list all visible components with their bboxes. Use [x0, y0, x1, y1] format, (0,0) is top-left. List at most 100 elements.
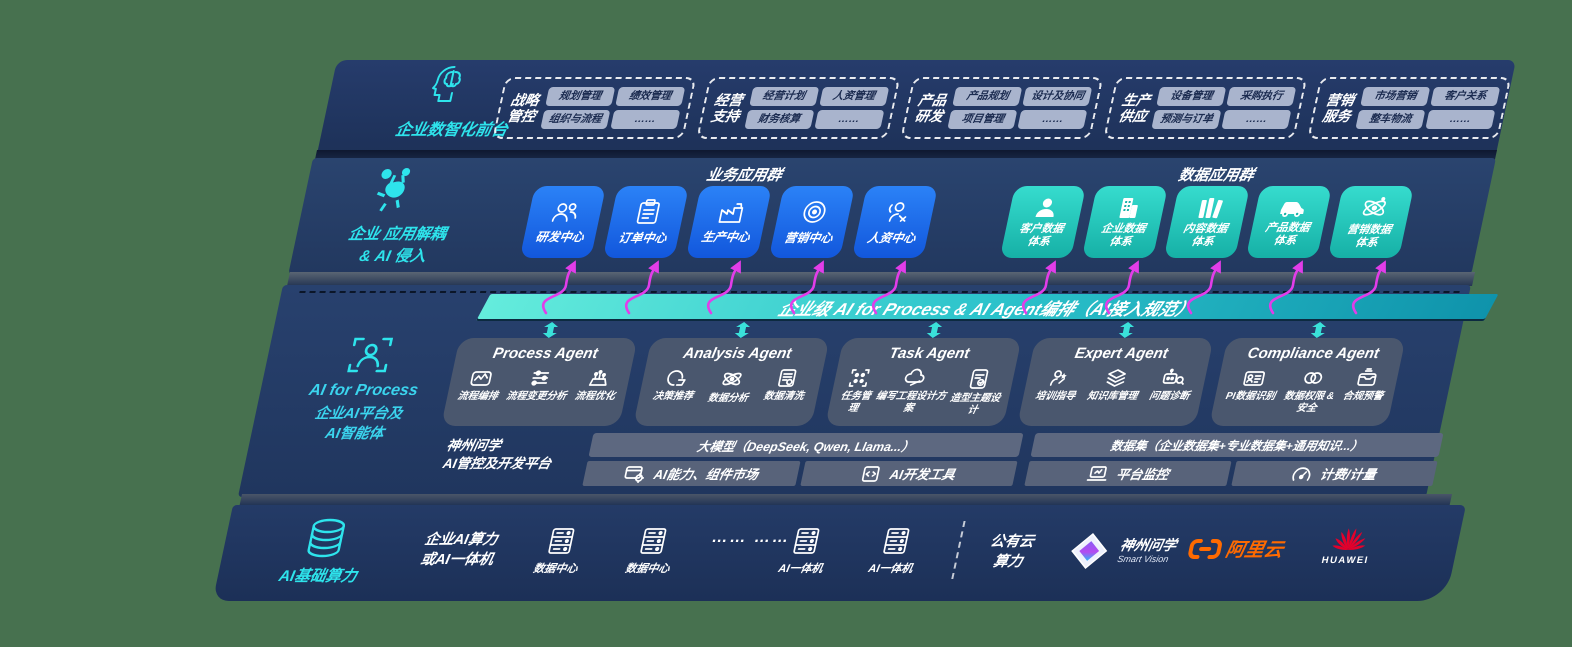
llm-bar: 大模型（DeepSeek, Qwen, Llama...）	[588, 433, 1024, 457]
task-grid-icon	[849, 369, 871, 387]
laptop-icon	[1086, 465, 1107, 481]
group-strategy: 战略 管控 规划管理 绩效管理 组织与流程 ……	[492, 77, 697, 139]
enterprise-compute-label: 企业AI算力 或AI一体机	[418, 532, 500, 568]
module-chip: 市场营销	[1360, 87, 1431, 106]
agent-process: Process Agent 流程编排 流程变更分析 流程优化	[441, 338, 638, 426]
module-chip: 产品规划	[952, 87, 1023, 106]
business-app-cards: 研发中心 订单中心 生产中心 营销中心	[519, 186, 939, 258]
group-label: 经营 支持	[709, 91, 745, 124]
card-label: 生产中心	[700, 229, 752, 244]
smartvision-diamond-icon	[1071, 532, 1108, 570]
card-enterprise-data: 企业数据 体系	[1081, 186, 1169, 258]
module-chip: 绩效管理	[615, 87, 685, 106]
group-label: 战略 管控	[505, 91, 541, 124]
double-arrow-icon	[734, 322, 751, 338]
module-chip: 组织与流程	[540, 110, 611, 129]
diagnosis-icon	[1162, 368, 1184, 385]
building-icon	[1118, 197, 1138, 218]
card-marketing-center: 营销中心	[768, 186, 856, 258]
application-band-label: 企业 应用解耦 & AI 侵入	[346, 226, 448, 265]
atom-icon	[722, 372, 742, 386]
module-chip: ……	[1017, 110, 1088, 129]
data-clean-icon	[778, 369, 797, 387]
ai-orchestration-title: 企业级 AI for Process & AI Agent编排（AI接入规范）	[775, 300, 1198, 319]
application-band: 企业 应用解耦 & AI 侵入 业务应用群 研发中心 订单中心 生	[288, 158, 1496, 274]
card-label: 产品数据 体系	[1264, 221, 1311, 247]
dataset-bar: 数据集（企业数据集+专业数据集+通用知识...）	[1030, 433, 1444, 457]
agent-title: Task Agent	[887, 345, 972, 362]
books-icon	[1197, 197, 1223, 219]
ai-dev-tools-cell: AI开发工具	[799, 461, 1018, 486]
divider-dashed	[951, 521, 966, 579]
decouple-molecule-icon	[362, 166, 422, 223]
group-marketing-service: 营销 服务 市场营销 客户关系 整车物流 ……	[1307, 77, 1512, 139]
scan-person-icon	[342, 333, 396, 382]
module-chip: 设计及协同	[1022, 87, 1093, 106]
flow-optimize-icon	[588, 369, 607, 386]
public-cloud-label: 公有云 算力	[988, 534, 1036, 570]
ai-compute-cluster: AI基础算力	[277, 517, 369, 586]
card-customer-data: 客户数据 体系	[999, 186, 1087, 258]
pi-id-icon	[1243, 371, 1266, 386]
group-operation: 经营 支持 经营计划 人资管理 财务核算 ……	[696, 77, 900, 139]
card-label: 订单中心	[617, 230, 669, 245]
double-arrow-icon	[1118, 322, 1135, 338]
card-rnd-center: 研发中心	[519, 186, 607, 258]
module-chip: 经营计划	[748, 87, 819, 106]
styling-design-icon	[970, 369, 989, 389]
datacenter-node: 数据中心	[532, 527, 586, 576]
card-label: 研发中心	[534, 229, 586, 244]
person-icon	[1034, 198, 1054, 217]
flow-change-icon	[531, 370, 550, 386]
ai-platform-band: 企业级 AI for Process & AI Agent编排（AI接入规范） …	[237, 285, 1499, 497]
front-module-groups: 战略 管控 规划管理 绩效管理 组织与流程 …… 经营 支持 经营计划 人资管理…	[492, 77, 1512, 139]
module-chip: ……	[813, 110, 884, 129]
agent-title: Compliance Agent	[1246, 345, 1381, 362]
model-block: 大模型（DeepSeek, Qwen, Llama...） AI能力、组件市场 …	[582, 433, 1024, 486]
person-signal-icon	[888, 201, 906, 222]
target-icon	[803, 200, 826, 223]
database-icon	[307, 518, 345, 558]
server-icon	[548, 528, 575, 554]
front-office-band: 企业数智化前台 战略 管控 规划管理 绩效管理 组织与流程 …… 经营 支持 经…	[317, 60, 1517, 154]
module-chip: 规划管理	[545, 87, 615, 106]
agent-compliance: Compliance Agent PI数据识别 数据权限 & 安全 合规预警	[1209, 338, 1406, 426]
data-app-group-title: 数据应用群	[1176, 167, 1256, 184]
card-marketing-data: 营销数据 体系	[1327, 186, 1415, 258]
billing-metering-cell: 计费/计量	[1230, 461, 1438, 486]
vendor-alibaba-cloud: 阿里云	[1185, 535, 1286, 562]
card-label: 人资中心	[866, 230, 918, 245]
infra-band-label: AI基础算力	[277, 568, 359, 585]
knowledge-layers-icon	[1106, 369, 1126, 387]
double-arrow-icon	[926, 322, 943, 338]
datacenter-node: 数据中心	[624, 527, 678, 576]
digital-mind-icon	[420, 64, 478, 119]
agent-task: Task Agent 任务管理 编写工程设计方案 造型主题设计	[825, 338, 1022, 426]
card-product-data: 产品数据 体系	[1245, 186, 1333, 258]
group-production-supply: 生产 供应 设备管理 采购执行 预测与订单 ……	[1103, 77, 1308, 139]
card-label: 营销中心	[783, 230, 835, 245]
module-chip: 设备管理	[1156, 87, 1227, 106]
car-icon	[1279, 201, 1304, 217]
atom-icon	[1362, 196, 1386, 216]
group-label: 产品 研发	[913, 91, 949, 124]
card-label: 企业数据 体系	[1100, 222, 1147, 248]
flow-orchestration-icon	[470, 371, 493, 386]
module-chip: 整车物流	[1355, 110, 1426, 129]
module-chip: 财务核算	[743, 110, 814, 129]
card-label: 内容数据 体系	[1182, 222, 1229, 248]
vendor-smartvision: 神州问学 Smart Vision	[1063, 529, 1180, 573]
card-label: 客户数据 体系	[1018, 222, 1065, 248]
training-icon	[1049, 370, 1067, 386]
agent-expert: Expert Agent 培训指导 知识库管理 问题诊断	[1017, 338, 1214, 426]
data-permission-icon	[1303, 372, 1322, 384]
ai-orchestration-bar: 企业级 AI for Process & AI Agent编排（AI接入规范）	[475, 294, 1499, 321]
double-arrow-icon	[542, 322, 559, 338]
decision-icon	[666, 370, 686, 386]
module-chip: 客户关系	[1430, 87, 1501, 106]
card-content-data: 内容数据 体系	[1163, 186, 1251, 258]
data-app-cards: 客户数据 体系 企业数据 体系 内容数据 体系 产	[999, 186, 1415, 258]
dataset-block: 数据集（企业数据集+专业数据集+通用知识...） 平台监控 计费/计量	[1024, 433, 1444, 486]
window-gear-icon	[624, 465, 645, 483]
doc-code-icon	[862, 465, 881, 482]
